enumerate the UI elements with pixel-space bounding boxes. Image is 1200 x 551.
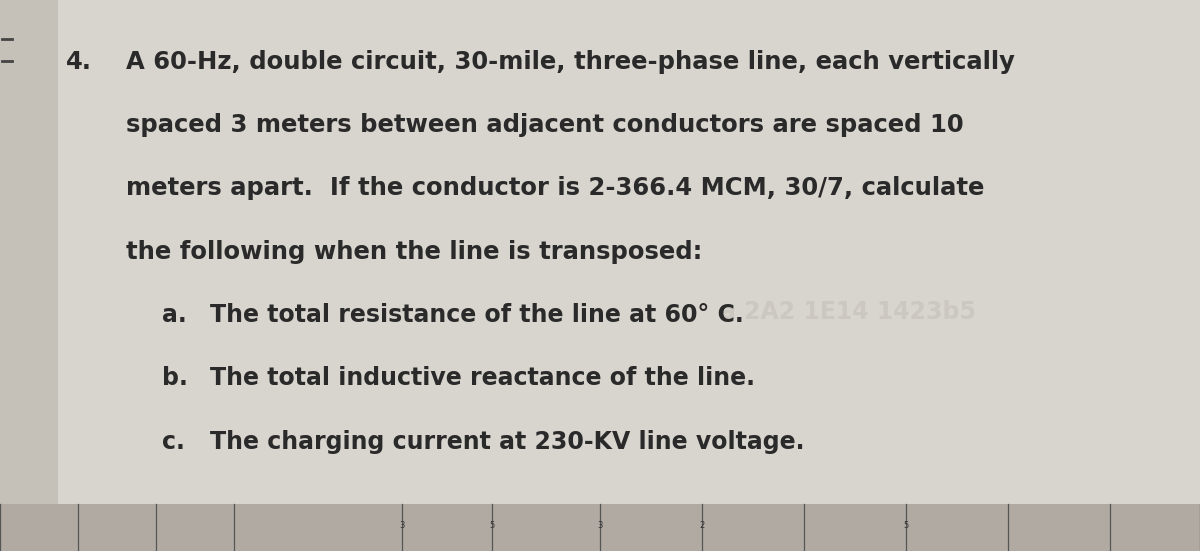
Text: 4.: 4. (66, 50, 92, 74)
Text: b.: b. (162, 366, 188, 391)
Text: the following when the line is transposed:: the following when the line is transpose… (126, 240, 702, 264)
Text: c.: c. (162, 430, 185, 454)
Bar (0, 0, 58, 551)
Text: a.: a. (162, 303, 187, 327)
Text: spaced 3 meters between adjacent conductors are spaced 10: spaced 3 meters between adjacent conduct… (126, 113, 964, 137)
Text: 5: 5 (904, 521, 908, 530)
Text: 5: 5 (490, 521, 494, 530)
Text: 3: 3 (400, 521, 404, 530)
Text: meters apart.  If the conductor is 2-366.4 MCM, 30/7, calculate: meters apart. If the conductor is 2-366.… (126, 176, 984, 201)
Text: 2: 2 (700, 521, 704, 530)
Text: The total inductive reactance of the line.: The total inductive reactance of the lin… (210, 366, 755, 391)
Text: The total resistance of the line at 60° C.: The total resistance of the line at 60° … (210, 303, 744, 327)
Text: A 60-Hz, double circuit, 30-mile, three-phase line, each vertically: A 60-Hz, double circuit, 30-mile, three-… (126, 50, 1015, 74)
Text: The charging current at 230-KV line voltage.: The charging current at 230-KV line volt… (210, 430, 804, 454)
Bar (0, 504, 1200, 551)
Text: 3: 3 (598, 521, 602, 530)
Text: a 2A2 1E14 1423b5: a 2A2 1E14 1423b5 (720, 300, 976, 325)
